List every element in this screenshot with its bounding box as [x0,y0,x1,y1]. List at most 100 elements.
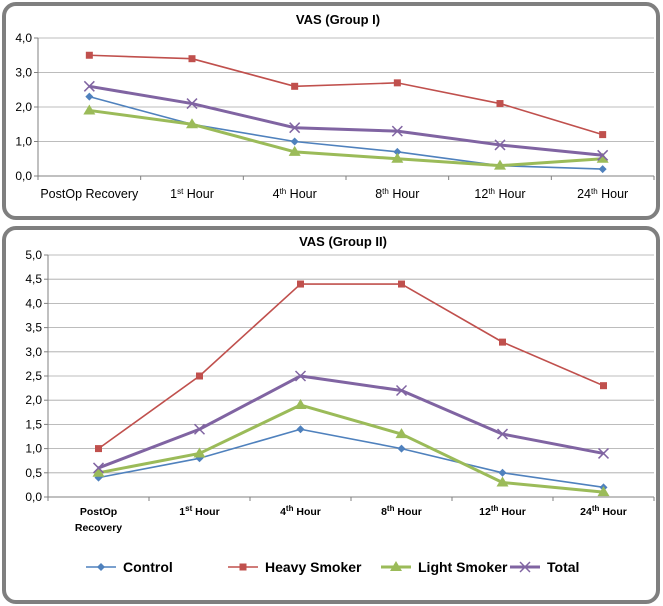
legend: Control Heavy Smoker Light Smoker Total [86,559,579,575]
data-point [92,466,105,477]
data-point [398,280,405,288]
data-point [600,382,607,390]
x-tick-label: 24th Hour [577,187,628,202]
data-point [598,165,607,174]
data-point [92,462,105,474]
data-point [395,384,408,397]
data-point [85,51,93,59]
data-point [496,100,504,108]
legend-swatch-marker [97,563,105,571]
svg-text:8th Hour: 8th Hour [381,504,422,519]
data-point [297,280,304,288]
legend-item-control: Control [86,559,173,575]
chart-panel-group-1: VAS (Group I) 0,0 1,0 2,0 3,0 4,0 PostOp Recov… [2,2,660,220]
series-heavy-smoker [85,51,607,139]
data-point [597,149,609,161]
series-line [89,95,603,170]
chart-title: VAS (Group I) [296,12,380,27]
series-line [98,283,604,450]
svg-text:24th Hour: 24th Hour [577,187,628,202]
data-point [289,122,301,134]
data-point [597,486,610,497]
y-tick-label: 2,0 [25,393,42,407]
data-point [393,147,402,156]
series-total [83,80,609,161]
series-line [89,54,603,136]
data-point [294,399,307,410]
svg-text:12th Hour: 12th Hour [474,187,525,202]
data-point [494,159,506,170]
chart-title: VAS (Group II) [299,234,387,249]
y-tick-label: 1,5 [25,417,42,431]
data-point [395,428,408,439]
y-tick-label: 1,0 [25,442,42,456]
series-line [98,428,604,489]
data-point [391,125,403,137]
y-tick-label: 0,0 [15,169,32,183]
y-tick-label: 3,5 [25,321,42,335]
svg-text:8th Hour: 8th Hour [375,187,419,202]
x-tick-label: 24th Hour [580,504,627,519]
x-tick-label: 8th Hour [381,504,422,519]
data-point [193,423,206,435]
y-tick-label: 5,0 [25,248,42,262]
series-line [89,84,603,157]
series-control [85,92,607,174]
data-point [499,338,506,346]
legend-label: Total [547,559,579,575]
data-point [294,370,307,382]
data-point [599,131,607,139]
data-point [596,152,609,163]
data-point [83,80,95,92]
series-light-smoker [92,399,610,497]
y-tick-label: 2,0 [15,100,32,114]
x-tick-label: 12th Hour [479,504,526,519]
data-point [494,139,506,151]
svg-text:1st Hour: 1st Hour [179,504,219,519]
x-tick-label: 4th Hour [273,187,317,202]
svg-text:4th Hour: 4th Hour [280,504,321,519]
y-tick-label: 4,0 [25,296,42,310]
data-point [391,152,404,163]
series-line [89,108,603,168]
data-point [496,476,509,487]
data-point [290,137,299,146]
x-tick-label: 12th Hour [474,187,525,202]
y-tick-label: 0,0 [25,490,42,504]
data-point [83,104,96,115]
y-tick-label: 1,0 [15,135,32,149]
svg-text:4th Hour: 4th Hour [273,187,317,202]
legend-label: Control [123,559,173,575]
data-point [397,444,406,453]
x-tick-label: PostOp Recovery [40,187,139,201]
data-point [95,445,102,453]
chart-panel-group-2: VAS (Group II) 0,0 0,5 1,0 1,5 2,0 2,5 3,0 3,5 4,… [2,226,660,604]
data-point [193,447,206,458]
chart-group-1: VAS (Group I) 0,0 1,0 2,0 3,0 4,0 PostOp Recov… [15,12,655,202]
y-tick-label: 3,0 [25,345,42,359]
data-point [188,55,196,63]
svg-text:12th Hour: 12th Hour [479,504,526,519]
data-point [291,82,299,90]
legend-item-light-smoker: Light Smoker [381,559,508,575]
legend-swatch-marker [239,563,247,571]
legend-item-total: Total [510,559,579,575]
data-point [498,468,507,477]
series-light-smoker [83,104,609,170]
data-point [186,118,198,129]
y-tick-label: 0,5 [25,466,42,480]
chart-group-2: VAS (Group II) 0,0 0,5 1,0 1,5 2,0 2,5 3,0 3,5 4,… [25,234,655,575]
legend-swatch-marker [390,561,402,571]
svg-text:PostOp: PostOp [80,506,117,518]
legend-item-heavy-smoker: Heavy Smoker [228,559,362,575]
data-point [496,428,509,440]
x-tick-label: 4th Hour [280,504,321,519]
series-total [92,370,610,474]
x-tick-label: 8th Hour [375,187,419,202]
series-line [98,403,604,494]
data-point [393,79,401,87]
x-tick-label: PostOp Recovery [75,506,122,534]
y-tick-label: 4,0 [15,31,32,45]
svg-text:1st Hour: 1st Hour [170,187,214,202]
